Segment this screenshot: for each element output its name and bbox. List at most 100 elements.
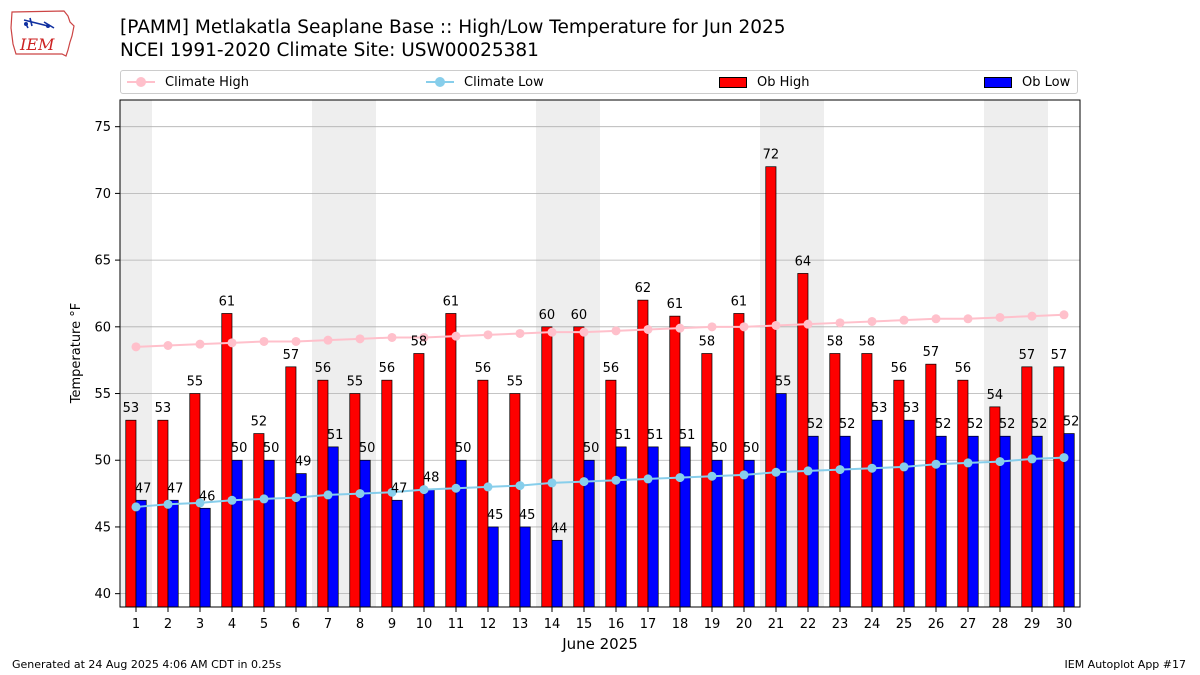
legend-label-climate-low: Climate Low	[464, 74, 544, 90]
ob-low-value-label: 52	[999, 417, 1016, 432]
climate-high-point	[803, 319, 813, 329]
climate-high-point	[579, 327, 589, 337]
ob-high-value-label: 53	[123, 401, 140, 416]
y-axis-label: Temperature °F	[69, 303, 84, 404]
climate-high-point	[387, 332, 397, 342]
ob-high-swatch	[719, 76, 747, 88]
climate-low-point	[1027, 454, 1037, 464]
climate-low-point	[931, 459, 941, 469]
x-tick-label: 10	[416, 617, 433, 632]
ob-low-bar	[679, 446, 691, 608]
climate-low-point	[867, 463, 877, 473]
ob-high-bar	[541, 326, 553, 608]
ob-high-value-label: 54	[987, 388, 1004, 403]
ob-low-bar	[711, 459, 723, 608]
ob-low-bar	[231, 459, 243, 608]
ob-low-value-label: 53	[871, 401, 888, 416]
ob-low-bar	[743, 459, 755, 608]
ob-high-bar	[1021, 366, 1033, 608]
ob-high-value-label: 58	[859, 335, 876, 350]
climate-high-point	[1027, 311, 1037, 321]
climate-high-point	[515, 328, 525, 338]
ob-low-value-label: 50	[711, 441, 728, 456]
ob-low-bar	[519, 526, 531, 608]
ob-low-value-label: 47	[135, 481, 152, 496]
climate-high-point	[291, 336, 301, 346]
iowa-map-logo-icon: IEM	[10, 10, 75, 57]
ob-high-bar	[285, 366, 297, 608]
climate-high-point	[163, 340, 173, 350]
climate-low-point	[803, 466, 813, 476]
climate-low-point	[227, 495, 237, 505]
ob-high-value-label: 57	[1051, 348, 1068, 363]
ob-high-bar	[349, 393, 361, 608]
legend-label-ob-high: Ob High	[757, 74, 810, 90]
logo-text: IEM	[19, 35, 55, 54]
x-tick-label: 17	[640, 617, 657, 632]
climate-low-point	[675, 473, 685, 483]
ob-low-value-label: 47	[167, 481, 184, 496]
x-tick-label: 25	[896, 617, 913, 632]
x-tick-label: 24	[864, 617, 881, 632]
legend-label-climate-high: Climate High	[165, 74, 250, 90]
climate-high-line	[135, 313, 1065, 348]
chart-subtitle: NCEI 1991-2020 Climate Site: USW00025381	[120, 40, 539, 61]
climate-low-point	[259, 494, 269, 504]
ob-low-value-label: 47	[391, 481, 408, 496]
ob-low-value-label: 50	[263, 441, 280, 456]
x-tick-label: 18	[672, 617, 689, 632]
x-tick-label: 1	[132, 617, 140, 632]
ob-low-bar	[455, 459, 467, 608]
ob-high-bar	[925, 363, 937, 608]
x-tick-label: 6	[292, 617, 300, 632]
ob-low-bar	[135, 499, 147, 608]
climate-high-point	[483, 330, 493, 340]
ob-high-value-label: 61	[219, 294, 236, 309]
ob-low-bar	[551, 539, 563, 608]
ob-high-value-label: 58	[827, 335, 844, 350]
x-tick-label: 27	[960, 617, 977, 632]
ob-high-value-label: 57	[283, 348, 300, 363]
ob-high-value-label: 58	[699, 335, 716, 350]
ob-low-value-label: 50	[359, 441, 376, 456]
ob-low-value-label: 53	[903, 401, 920, 416]
x-tick-label: 2	[164, 617, 172, 632]
ob-low-value-label: 51	[647, 428, 664, 443]
climate-low-point	[579, 477, 589, 487]
footer-app: IEM Autoplot App #17	[1064, 658, 1187, 671]
climate-low-point	[195, 498, 205, 508]
ob-high-value-label: 52	[251, 415, 268, 430]
ob-high-value-label: 62	[635, 281, 652, 296]
climate-low-point	[131, 502, 141, 512]
x-tick-label: 21	[768, 617, 785, 632]
x-tick-label: 22	[800, 617, 817, 632]
ob-high-bar	[221, 313, 233, 608]
climate-low-point	[163, 499, 173, 509]
climate-low-point	[963, 458, 973, 468]
x-tick-label: 14	[544, 617, 561, 632]
ob-high-value-label: 56	[603, 361, 620, 376]
ob-low-bar	[359, 459, 371, 608]
ob-low-value-label: 48	[423, 471, 440, 486]
ob-high-value-label: 57	[923, 345, 940, 360]
climate-low-point	[611, 475, 621, 485]
ob-high-value-label: 56	[955, 361, 972, 376]
ob-low-bar	[871, 419, 883, 608]
x-tick-label: 29	[1024, 617, 1041, 632]
ob-high-bar	[125, 419, 137, 608]
ob-low-value-label: 45	[487, 508, 504, 523]
climate-high-point	[611, 326, 621, 336]
ob-high-bar	[573, 326, 585, 608]
y-tick-label: 45	[94, 520, 111, 535]
ob-high-bar	[157, 419, 169, 608]
legend-item-ob-low: Ob Low	[984, 74, 1070, 90]
ob-high-bar	[477, 379, 489, 608]
ob-low-bar	[391, 499, 403, 608]
x-tick-label: 19	[704, 617, 721, 632]
climate-low-point	[547, 478, 557, 488]
iem-logo: IEM	[8, 6, 82, 58]
ob-low-value-label: 51	[615, 428, 632, 443]
x-tick-label: 23	[832, 617, 849, 632]
x-tick-label: 3	[196, 617, 204, 632]
ob-high-value-label: 60	[539, 308, 556, 323]
